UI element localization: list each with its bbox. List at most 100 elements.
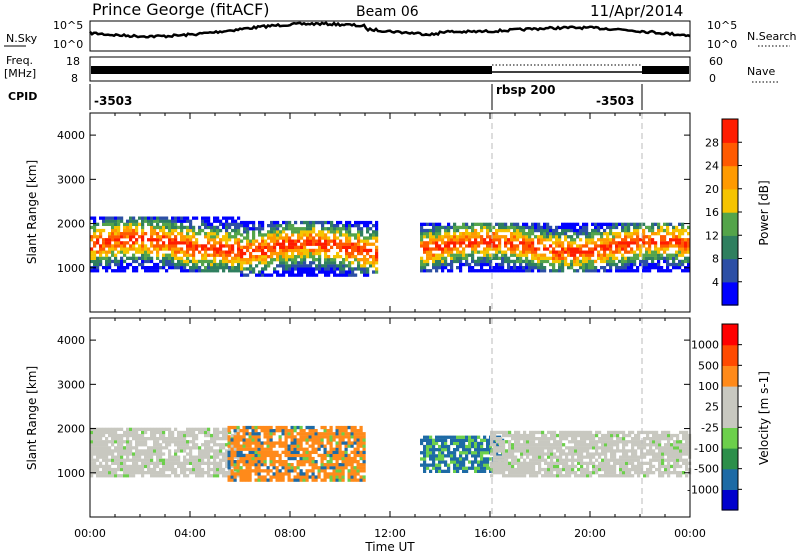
velocity-cell bbox=[213, 464, 217, 469]
velocity-cell bbox=[129, 433, 133, 438]
power-cell bbox=[297, 245, 301, 249]
power-cell bbox=[630, 250, 634, 254]
power-cell bbox=[201, 269, 205, 273]
power-cell bbox=[366, 261, 370, 265]
velocity-cell bbox=[308, 435, 312, 439]
power-cell bbox=[678, 262, 682, 267]
colorbar-swatch bbox=[722, 165, 738, 190]
power-cell bbox=[294, 273, 298, 277]
velocity-cell bbox=[474, 451, 478, 455]
velocity-cell bbox=[685, 464, 689, 469]
velocity-cell bbox=[616, 430, 620, 435]
velocity-cell bbox=[254, 447, 258, 451]
power-cell bbox=[603, 266, 607, 270]
power-cell bbox=[450, 256, 454, 260]
power-cell bbox=[114, 235, 118, 239]
power-cell bbox=[228, 253, 232, 257]
velocity-cell bbox=[496, 461, 500, 465]
velocity-cell bbox=[213, 474, 217, 478]
power-cell bbox=[255, 239, 259, 243]
power-cell bbox=[249, 270, 253, 274]
velocity-cell bbox=[604, 446, 608, 450]
velocity-cell bbox=[553, 433, 557, 438]
velocity-cell bbox=[622, 455, 626, 459]
power-cell bbox=[93, 228, 97, 233]
velocity-cell bbox=[341, 456, 345, 461]
power-cell bbox=[237, 259, 241, 264]
velocity-cell bbox=[263, 469, 267, 473]
power-cell bbox=[570, 228, 574, 233]
power-cell bbox=[519, 241, 523, 245]
velocity-cell bbox=[266, 478, 270, 482]
power-cell bbox=[216, 225, 220, 230]
power-cell bbox=[522, 228, 526, 233]
power-cell bbox=[183, 225, 187, 230]
velocity-cell bbox=[198, 464, 202, 469]
velocity-cell bbox=[159, 452, 163, 456]
power-cell bbox=[564, 250, 568, 254]
power-cell bbox=[357, 261, 361, 265]
power-cell bbox=[291, 239, 295, 243]
power-cell bbox=[678, 232, 682, 236]
velocity-cell bbox=[544, 458, 548, 462]
velocity-cell bbox=[628, 440, 632, 444]
velocity-cell bbox=[317, 469, 321, 473]
power-cell bbox=[444, 262, 448, 267]
freq-left-tick-top: 18 bbox=[66, 55, 80, 68]
power-cell bbox=[663, 238, 667, 242]
velocity-cell bbox=[661, 461, 665, 465]
power-cell bbox=[504, 241, 508, 245]
power-cell bbox=[330, 267, 334, 271]
power-cell bbox=[300, 261, 304, 265]
velocity-cell bbox=[544, 474, 548, 478]
velocity-cell bbox=[284, 444, 288, 448]
power-cell bbox=[159, 228, 163, 233]
velocity-cell bbox=[586, 467, 590, 472]
power-cell bbox=[606, 241, 610, 245]
velocity-cell bbox=[622, 430, 626, 435]
power-cell bbox=[216, 219, 220, 223]
power-cell bbox=[486, 235, 490, 239]
cpid-label: CPID bbox=[8, 90, 37, 103]
power-cell bbox=[330, 245, 334, 249]
velocity-cell bbox=[335, 469, 339, 473]
power-cell bbox=[582, 262, 586, 267]
velocity-cell bbox=[571, 433, 575, 438]
power-cell bbox=[615, 256, 619, 260]
power-cell bbox=[420, 259, 424, 264]
power-cell bbox=[141, 219, 145, 223]
velocity-cell bbox=[102, 471, 106, 475]
velocity-cell bbox=[257, 450, 261, 454]
velocity-cell bbox=[323, 453, 327, 458]
velocity-cell bbox=[251, 425, 255, 430]
power-cell bbox=[291, 233, 295, 237]
power-cell bbox=[123, 222, 127, 226]
power-cell bbox=[279, 245, 283, 249]
velocity-cell bbox=[159, 471, 163, 475]
power-cell bbox=[489, 241, 493, 245]
power-cell bbox=[627, 266, 631, 270]
power-cell bbox=[348, 224, 352, 228]
velocity-cell bbox=[332, 453, 336, 458]
velocity-cell bbox=[177, 437, 181, 441]
velocity-cell bbox=[266, 450, 270, 454]
velocity-cell bbox=[126, 440, 130, 444]
velocity-cell bbox=[183, 437, 187, 441]
power-cell bbox=[618, 244, 622, 248]
velocity-cell bbox=[335, 450, 339, 454]
power-cell bbox=[576, 269, 580, 273]
power-cell bbox=[609, 222, 613, 226]
velocity-cell bbox=[341, 438, 345, 442]
velocity-cell bbox=[643, 471, 647, 475]
power-cell bbox=[150, 219, 154, 223]
velocity-cell bbox=[278, 425, 282, 430]
power-cell bbox=[429, 256, 433, 260]
power-cell bbox=[168, 244, 172, 248]
velocity-cell bbox=[625, 433, 629, 438]
power-cell bbox=[624, 256, 628, 260]
velocity-cell bbox=[496, 464, 500, 469]
power-cell bbox=[297, 239, 301, 243]
velocity-cell bbox=[353, 438, 357, 442]
power-cell bbox=[585, 232, 589, 236]
velocity-cell bbox=[679, 455, 683, 459]
